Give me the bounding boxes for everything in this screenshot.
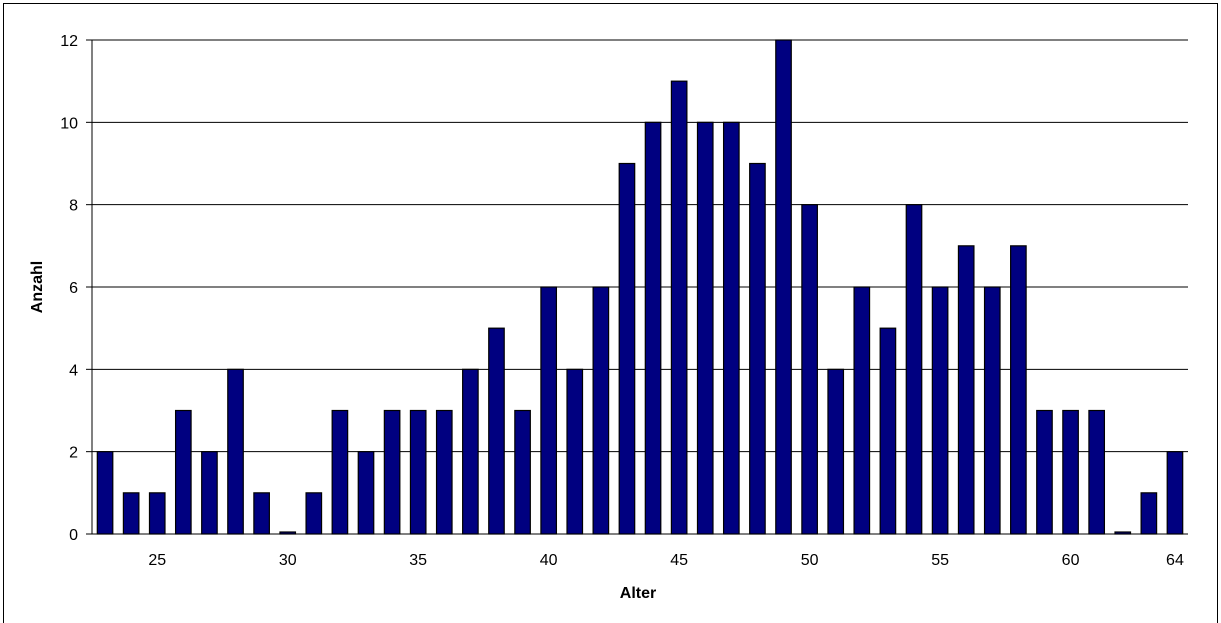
bar xyxy=(174,409,192,535)
bar xyxy=(305,492,323,535)
bar xyxy=(1166,451,1184,535)
bar xyxy=(514,409,531,535)
bar xyxy=(383,409,401,535)
bar xyxy=(1088,409,1106,535)
x-tick-label: 55 xyxy=(931,552,949,569)
x-tick-label: 45 xyxy=(670,552,688,569)
y-tick-labels: 0 2 4 6 8 10 12 xyxy=(60,33,78,544)
gridlines xyxy=(92,39,1188,453)
bar xyxy=(983,286,1001,535)
bar xyxy=(253,492,270,535)
bar xyxy=(409,409,427,535)
bar xyxy=(1062,409,1079,535)
x-tick-label: 30 xyxy=(279,552,297,569)
bar xyxy=(1036,409,1053,535)
bar xyxy=(1140,492,1158,535)
axes xyxy=(86,39,1188,535)
bar xyxy=(696,121,714,535)
bar xyxy=(488,327,505,535)
x-axis-title: Alter xyxy=(620,585,656,602)
bar xyxy=(148,492,166,535)
bar xyxy=(801,204,818,535)
x-tick-label: 35 xyxy=(409,552,427,569)
y-tick-label: 8 xyxy=(69,198,78,215)
bar xyxy=(957,245,975,535)
bar xyxy=(775,39,792,535)
y-axis-title: Anzahl xyxy=(29,261,46,313)
bar xyxy=(1010,245,1027,535)
bar xyxy=(879,327,897,535)
y-tick-label: 2 xyxy=(69,445,78,462)
bar xyxy=(905,204,923,535)
x-tick-labels: 25 30 35 40 45 50 55 60 64 xyxy=(148,552,1184,569)
bar xyxy=(201,451,218,535)
y-tick-label: 4 xyxy=(69,362,78,379)
x-tick-label: 64 xyxy=(1166,552,1184,569)
bar xyxy=(331,409,349,535)
y-tick-label: 12 xyxy=(60,33,78,50)
y-tick-label: 6 xyxy=(69,280,78,297)
bar xyxy=(853,286,871,535)
bar xyxy=(462,368,479,535)
bar xyxy=(540,286,558,535)
bar xyxy=(644,121,662,535)
bar xyxy=(670,80,688,535)
bar xyxy=(749,162,766,535)
bar xyxy=(827,368,845,535)
y-tick-label: 0 xyxy=(69,527,78,544)
bar xyxy=(122,492,140,535)
bar xyxy=(931,286,949,535)
y-tick-label: 10 xyxy=(60,115,78,132)
bar xyxy=(435,409,453,535)
bar xyxy=(592,286,610,535)
x-tick-label: 50 xyxy=(801,552,819,569)
bar xyxy=(722,121,740,535)
bar xyxy=(227,368,244,535)
x-tick-label: 60 xyxy=(1062,552,1080,569)
x-tick-label: 40 xyxy=(540,552,558,569)
bar xyxy=(566,368,584,535)
x-tick-label: 25 xyxy=(148,552,166,569)
bar xyxy=(96,451,114,535)
bar xyxy=(618,162,636,535)
bar xyxy=(357,451,375,535)
